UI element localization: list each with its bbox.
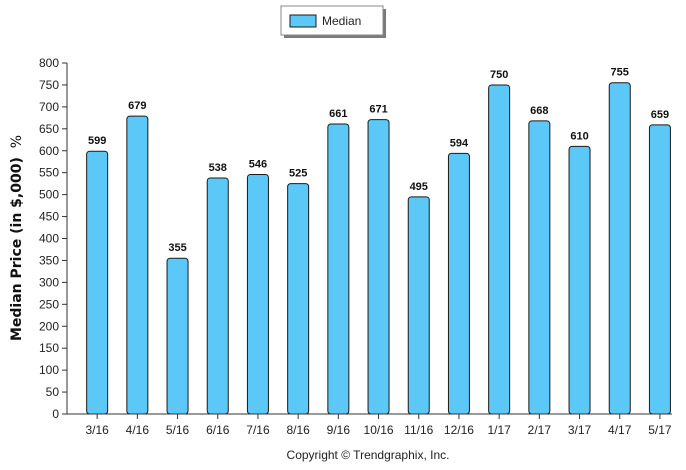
- data-label: 750: [490, 69, 508, 81]
- legend-label: Median: [322, 14, 361, 28]
- data-label: 355: [168, 242, 186, 254]
- legend: Median: [280, 5, 386, 38]
- data-label: 610: [570, 130, 588, 142]
- y-tick-label: 650: [39, 122, 59, 136]
- bar-7-16: [246, 173, 269, 415]
- data-label: 599: [88, 135, 106, 147]
- y-axis-title: Median Price (in $,000) %: [9, 135, 25, 341]
- y-tick-label: 600: [39, 144, 59, 158]
- y-tick-label: 150: [39, 341, 59, 355]
- x-tick-label: 5/17: [648, 423, 672, 437]
- bar-5-17: [648, 124, 671, 415]
- y-tick-label: 100: [39, 363, 59, 377]
- bar-4-17: [608, 82, 631, 415]
- bar-11-16: [407, 196, 430, 415]
- bar-3-17: [568, 145, 591, 415]
- y-tick-label: 450: [39, 210, 59, 224]
- y-tick-label: 50: [46, 385, 60, 399]
- data-label: 671: [369, 104, 387, 116]
- x-tick-label: 12/16: [444, 423, 474, 437]
- y-tick-label: 800: [39, 56, 59, 70]
- bar-1-17: [488, 84, 511, 415]
- y-tick-label: 400: [39, 232, 59, 246]
- x-tick-label: 4/17: [608, 423, 632, 437]
- y-tick-label: 200: [39, 319, 59, 333]
- y-tick-label: 300: [39, 275, 59, 289]
- y-axis: 0 50 100 150 200 250 300 350 400 450 500 550 600 650 7…: [39, 56, 67, 421]
- copyright-text: Copyright © Trendgraphix, Inc.: [287, 448, 450, 462]
- y-axis-title-suffix: %: [9, 135, 25, 148]
- x-tick-label: 6/16: [206, 423, 230, 437]
- bar-2-17: [528, 120, 551, 415]
- bars: 599 679 355 538 546 525 661 671 495 594 750 668 610 7…: [86, 67, 671, 415]
- bar-3-16: [86, 150, 109, 415]
- bar-6-16: [206, 177, 229, 415]
- bar-12-16: [447, 152, 470, 415]
- x-tick-label: 2/17: [528, 423, 552, 437]
- y-tick-label: 700: [39, 100, 59, 114]
- data-label: 538: [209, 162, 227, 174]
- y-tick-label: 500: [39, 188, 59, 202]
- bar-8-16: [287, 183, 310, 415]
- x-tick-label: 7/16: [246, 423, 270, 437]
- y-tick-label: 550: [39, 166, 59, 180]
- data-label: 755: [611, 67, 629, 79]
- x-tick-label: 3/17: [568, 423, 592, 437]
- x-tick-label: 4/16: [126, 423, 150, 437]
- data-label: 668: [530, 105, 548, 117]
- x-tick-label: 3/16: [85, 423, 109, 437]
- data-label: 546: [249, 158, 267, 170]
- data-label: 495: [410, 181, 428, 193]
- x-tick-label: 10/16: [364, 423, 394, 437]
- data-label: 679: [128, 100, 146, 112]
- x-tick-label: 1/17: [487, 423, 511, 437]
- bar-10-16: [367, 119, 390, 415]
- data-label: 594: [450, 137, 469, 149]
- legend-swatch: [289, 14, 317, 28]
- bar-9-16: [327, 123, 350, 415]
- bar-4-16: [126, 115, 149, 415]
- x-tick-label: 9/16: [327, 423, 351, 437]
- x-tick-label: 11/16: [404, 423, 433, 437]
- y-tick-label: 0: [52, 407, 59, 421]
- y-tick-label: 750: [39, 78, 59, 92]
- y-tick-label: 250: [39, 297, 59, 311]
- data-label: 659: [651, 109, 669, 121]
- y-tick-label: 350: [39, 253, 59, 267]
- y-axis-title-text: Median Price (in $,000): [9, 157, 25, 341]
- x-tick-label: 5/16: [166, 423, 190, 437]
- bar-5-16: [166, 257, 189, 415]
- x-tick-label: 8/16: [286, 423, 310, 437]
- x-axis: 3/16 4/16 5/16 6/16 7/16 8/16 9/16 10/16 11/16 12…: [85, 414, 672, 437]
- data-label: 661: [329, 108, 347, 120]
- data-label: 525: [289, 168, 307, 180]
